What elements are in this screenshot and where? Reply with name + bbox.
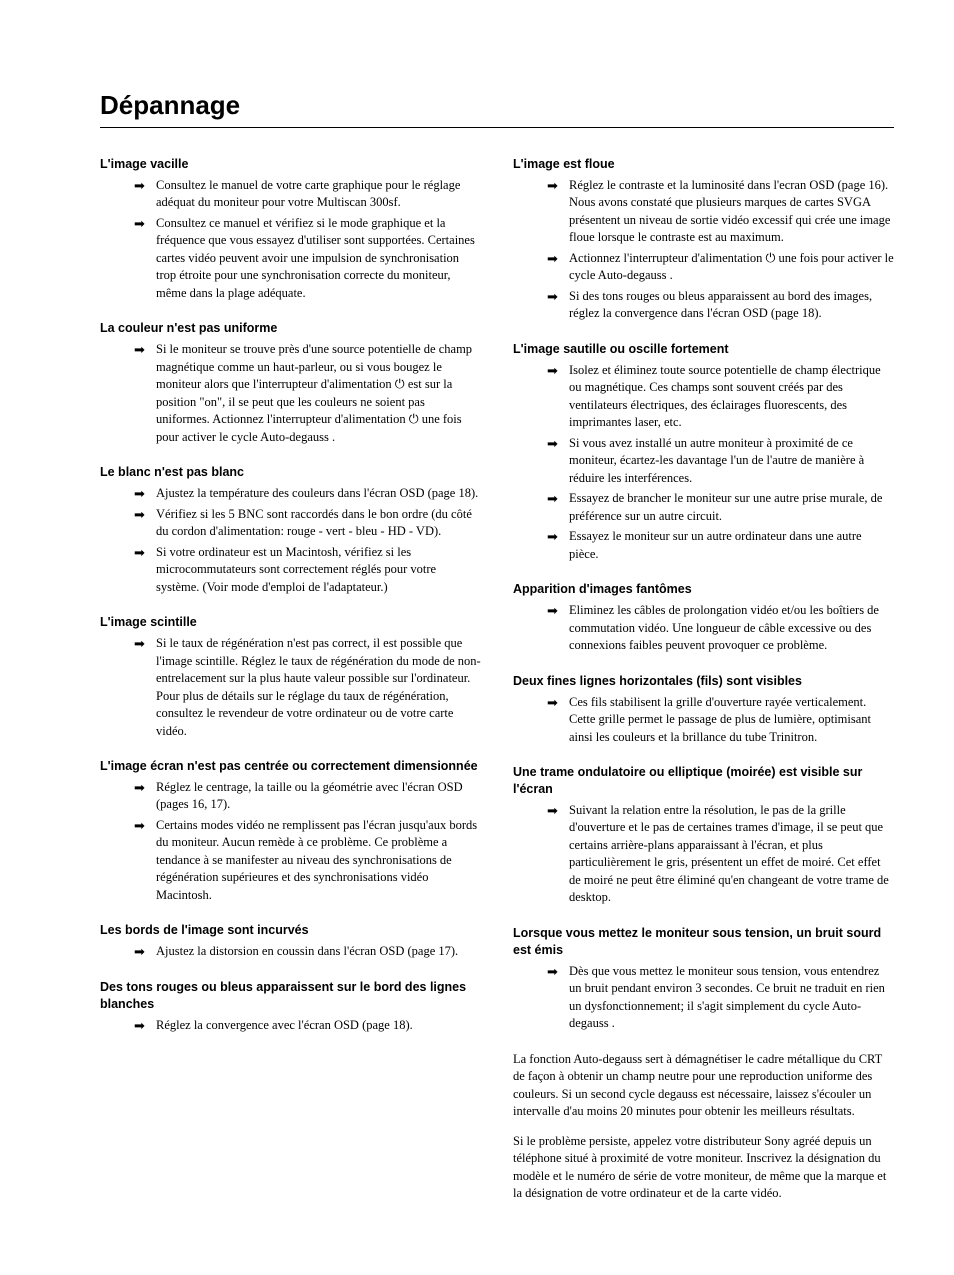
bullet-list: Dès que vous mettez le moniteur sous ten…: [513, 963, 894, 1033]
section-title: L'image scintille: [100, 614, 481, 631]
closing-paragraph: La fonction Auto-degauss sert à démagnét…: [513, 1051, 894, 1121]
list-item: Réglez le contraste et la luminosité dan…: [569, 177, 894, 247]
section-title: L'image écran n'est pas centrée ou corre…: [100, 758, 481, 775]
section: L'image est floue Réglez le contraste et …: [513, 156, 894, 323]
list-item: Si vous avez installé un autre moniteur …: [569, 435, 894, 488]
section: Des tons rouges ou bleus apparaissent su…: [100, 979, 481, 1034]
section: Les bords de l'image sont incurvés Ajuste…: [100, 922, 481, 960]
closing-paragraph: Si le problème persiste, appelez votre d…: [513, 1133, 894, 1203]
section-title: Les bords de l'image sont incurvés: [100, 922, 481, 939]
list-item: Essayez de brancher le moniteur sur une …: [569, 490, 894, 525]
bullet-list: Ajustez la température des couleurs dans…: [100, 485, 481, 596]
bullet-list: Ces fils stabilisent la grille d'ouvertu…: [513, 694, 894, 747]
list-item: Ajustez la distorsion en coussin dans l'…: [156, 943, 481, 961]
list-item: Si le taux de régénération n'est pas cor…: [156, 635, 481, 740]
section: L'image écran n'est pas centrée ou corre…: [100, 758, 481, 904]
section: Deux fines lignes horizontales (fils) so…: [513, 673, 894, 746]
list-item: Certains modes vidéo ne remplissent pas …: [156, 817, 481, 905]
section-title: Deux fines lignes horizontales (fils) so…: [513, 673, 894, 690]
list-item: Dès que vous mettez le moniteur sous ten…: [569, 963, 894, 1033]
section-title: Le blanc n'est pas blanc: [100, 464, 481, 481]
list-item: Consultez le manuel de votre carte graph…: [156, 177, 481, 212]
section-title: Apparition d'images fantômes: [513, 581, 894, 598]
section-title: L'image est floue: [513, 156, 894, 173]
bullet-list: Si le taux de régénération n'est pas cor…: [100, 635, 481, 740]
section-title: Des tons rouges ou bleus apparaissent su…: [100, 979, 481, 1013]
list-item: Si votre ordinateur est un Macintosh, vé…: [156, 544, 481, 597]
list-item: Isolez et éliminez toute source potentie…: [569, 362, 894, 432]
list-item: Si le moniteur se trouve près d'une sour…: [156, 341, 481, 446]
list-item: Réglez la convergence avec l'écran OSD (…: [156, 1017, 481, 1035]
section: La couleur n'est pas uniforme Si le monit…: [100, 320, 481, 446]
bullet-list: Réglez le centrage, la taille ou la géom…: [100, 779, 481, 905]
section-title: Une trame ondulatoire ou elliptique (moi…: [513, 764, 894, 798]
section: Lorsque vous mettez le moniteur sous ten…: [513, 925, 894, 1033]
section: Le blanc n'est pas blanc Ajustez la tempé…: [100, 464, 481, 596]
bullet-list: Isolez et éliminez toute source potentie…: [513, 362, 894, 564]
section: L'image scintille Si le taux de régénérat…: [100, 614, 481, 740]
section: Apparition d'images fantômes Eliminez les…: [513, 581, 894, 654]
bullet-list: Ajustez la distorsion en coussin dans l'…: [100, 943, 481, 961]
list-item: Ces fils stabilisent la grille d'ouvertu…: [569, 694, 894, 747]
section-title: L'image vacille: [100, 156, 481, 173]
column-left: L'image vacille Consultez le manuel de vo…: [100, 156, 481, 1215]
list-item: Suivant la relation entre la résolution,…: [569, 802, 894, 907]
list-item: Réglez le centrage, la taille ou la géom…: [156, 779, 481, 814]
section: Une trame ondulatoire ou elliptique (moi…: [513, 764, 894, 907]
list-item: Vérifiez si les 5 BNC sont raccordés dan…: [156, 506, 481, 541]
bullet-list: Eliminez les câbles de prolongation vidé…: [513, 602, 894, 655]
content-columns: L'image vacille Consultez le manuel de vo…: [100, 156, 894, 1215]
list-item: Si des tons rouges ou bleus apparaissent…: [569, 288, 894, 323]
list-item: Essayez le moniteur sur un autre ordinat…: [569, 528, 894, 563]
list-item: Actionnez l'interrupteur d'alimentation …: [569, 250, 894, 285]
list-item: Consultez ce manuel et vérifiez si le mo…: [156, 215, 481, 303]
closing-text: La fonction Auto-degauss sert à démagnét…: [513, 1051, 894, 1203]
bullet-list: Si le moniteur se trouve près d'une sour…: [100, 341, 481, 446]
bullet-list: Réglez le contraste et la luminosité dan…: [513, 177, 894, 323]
list-item: Ajustez la température des couleurs dans…: [156, 485, 481, 503]
section: L'image vacille Consultez le manuel de vo…: [100, 156, 481, 302]
bullet-list: Réglez la convergence avec l'écran OSD (…: [100, 1017, 481, 1035]
section-title: La couleur n'est pas uniforme: [100, 320, 481, 337]
section-title: L'image sautille ou oscille fortement: [513, 341, 894, 358]
page-title: Dépannage: [100, 90, 894, 128]
bullet-list: Consultez le manuel de votre carte graph…: [100, 177, 481, 303]
section: L'image sautille ou oscille fortement Iso…: [513, 341, 894, 563]
column-right: L'image est floue Réglez le contraste et …: [513, 156, 894, 1215]
list-item: Eliminez les câbles de prolongation vidé…: [569, 602, 894, 655]
section-title: Lorsque vous mettez le moniteur sous ten…: [513, 925, 894, 959]
bullet-list: Suivant la relation entre la résolution,…: [513, 802, 894, 907]
